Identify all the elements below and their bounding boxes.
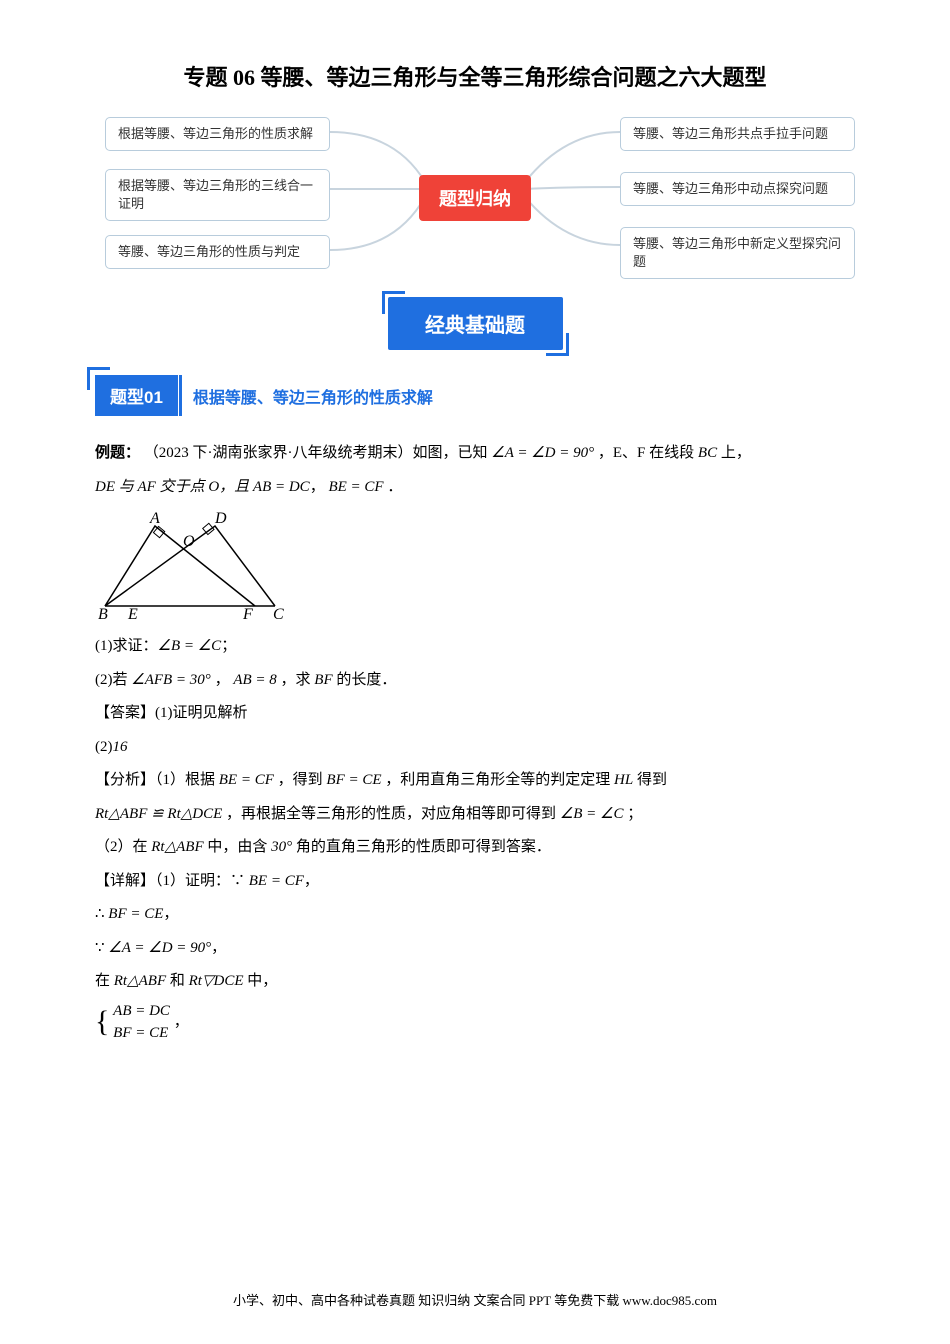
s4-t2: Rt▽DCE [189,973,244,989]
svg-text:F: F [242,606,253,621]
an1-tail2: 得到 [637,772,667,788]
q2-eq1: ∠AFB = 30° [131,672,211,688]
period: ． [387,479,402,495]
q2c: ，求 [281,672,311,688]
eq-abdc: AB = DC [253,479,310,495]
s4a: 在 [95,973,110,989]
mindmap-right-1: 等腰、等边三角形共点手拉手问题 [620,117,855,151]
mindmap-left-1: 根据等腰、等边三角形的性质求解 [105,117,330,151]
page-title: 专题 06 等腰、等边三角形与全等三角形综合问题之六大题型 [95,60,855,92]
q2d: 的长度． [336,672,396,688]
s4-end: 中， [247,973,277,989]
topic-badge: 题型01 [95,375,178,416]
q2b: ， [215,672,230,688]
q1-text: (1)求证： [95,638,158,654]
an-line3a: （2）在 [95,839,148,855]
s3a: ∵ [95,940,105,956]
eq-becf: BE = CF [328,479,383,495]
an1-tail: ，利用直角三角形全等的判定定理 [385,772,610,788]
mindmap-center: 题型归纳 [419,175,531,221]
q2-eq3: BF [314,672,332,688]
s2a: ∴ [95,906,105,922]
mindmap-left-3: 等腰、等边三角形的性质与判定 [105,235,330,269]
detail-eq: BE = CF [249,873,304,889]
an-line3c: 角的直角三角形的性质即可得到答案． [296,839,551,855]
q2-eq2: AB = 8 [233,672,276,688]
cond-angle: ∠A = ∠D = 90° [491,445,594,461]
page-footer: 小学、初中、高中各种试卷真题 知识归纳 文案合同 PPT 等免费下载 www.d… [0,1290,950,1309]
an-line3b: 中，由含 [207,839,267,855]
an1-hl: HL [614,772,633,788]
an-line3-deg: 30° [271,839,292,855]
s4-mid: 和 [170,973,185,989]
an-line2-eq: ∠B = ∠C [560,806,624,822]
an1-eq2: BF = CE [326,772,381,788]
svg-text:D: D [214,511,227,527]
q1-eq: ∠B = ∠C [158,638,222,654]
detail-head: 【详解】（1）证明：∵ [95,873,245,889]
mindmap-right-2: 等腰、等边三角形中动点探究问题 [620,172,855,206]
q2a: (2)若 [95,672,128,688]
mindmap-diagram: 根据等腰、等边三角形的性质求解 根据等腰、等边三角形的三线合一证明 等腰、等边三… [95,117,855,282]
svg-text:B: B [98,606,108,621]
s3-eq: ∠A = ∠D = 90° [108,940,211,956]
cond2: ，E、F 在线段 [598,445,694,461]
example-lead: 例题： [95,445,140,461]
svg-text:O: O [183,533,195,550]
svg-text:A: A [149,511,160,527]
eq-g2: BF = CE [113,1025,168,1041]
content-body: 例题： （2023 下·湖南张家界·八年级统考期末）如图，已知 ∠A = ∠D … [95,438,855,1045]
an-line2b: ，再根据全等三角形的性质，对应角相等即可得到 [226,806,556,822]
eq-g1: AB = DC [113,1003,170,1019]
ans2: (2) [95,739,113,755]
eq-group: AB = DC BF = CE [113,1000,170,1045]
seg-bc: BC [698,445,717,461]
line2a: DE 与 AF 交于点 O，且 [95,479,249,495]
an-line2a: Rt△ABF ≌ Rt△DCE [95,806,222,822]
s2-eq: BF = CE [108,906,163,922]
mindmap-right-3: 等腰、等边三角形中新定义型探究问题 [620,227,855,279]
svg-text:C: C [273,606,284,621]
topic-header: 题型01 根据等腰、等边三角形的性质求解 [95,375,855,416]
svg-text:E: E [127,606,138,621]
an-line3-tri: Rt△ABF [151,839,203,855]
answer-head: 【答案】(1)证明见解析 [95,698,855,730]
an-line2-tail: ； [627,806,642,822]
geometry-figure: A D O B E F C [95,511,295,621]
section-banner: 经典基础题 [388,297,563,350]
an1-eq: BE = CF [219,772,274,788]
mindmap-left-2: 根据等腰、等边三角形的三线合一证明 [105,169,330,221]
topic-title: 根据等腰、等边三角形的性质求解 [193,384,433,408]
cond3: 上， [721,445,751,461]
s4-t1: Rt△ABF [114,973,166,989]
brace-icon: { [95,1010,109,1034]
example-source: （2023 下·湖南张家界·八年级统考期末）如图，已知 [144,445,488,461]
analysis-head: 【分析】（1）根据 [95,772,215,788]
an1-mid: ，得到 [278,772,323,788]
ans2-val: 16 [113,739,128,755]
